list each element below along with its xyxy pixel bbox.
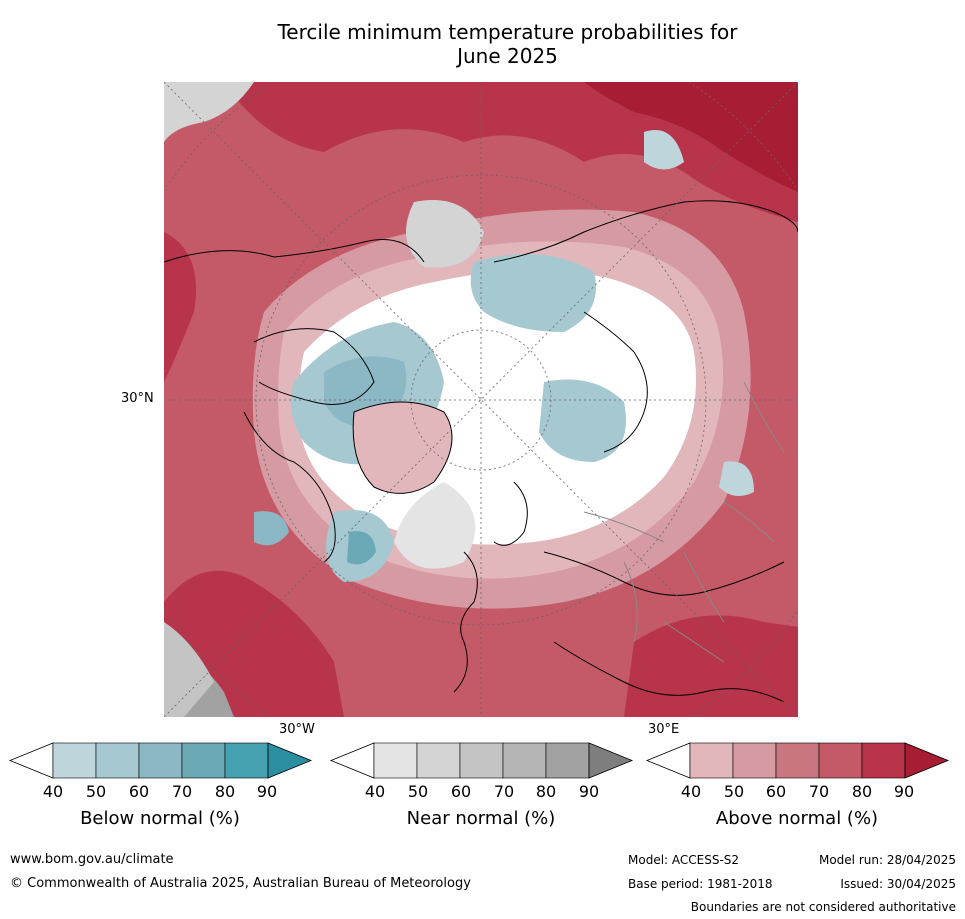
colorbar-below-normal-svg <box>8 742 313 779</box>
coastline-britain <box>453 551 478 693</box>
colorbar-segment <box>459 742 504 779</box>
colorbar-extend-low <box>645 742 691 779</box>
field-below-normal-atlantic-core <box>347 531 376 565</box>
longitude-label-east: 30°E <box>648 722 680 737</box>
footer-boundaries-note: Boundaries are not considered authoritat… <box>690 900 956 914</box>
colorbar-below-tick: 60 <box>128 782 150 801</box>
colorbar-above-tick: 80 <box>851 782 873 801</box>
colorbar-near-tick: 40 <box>364 782 386 801</box>
field-near-normal-patch-2 <box>394 482 476 569</box>
colorbar-segment <box>775 742 820 779</box>
field-near-normal-patch-sw-light <box>164 622 214 717</box>
colorbar-below-tick: 90 <box>256 782 278 801</box>
colorbar-segment <box>224 742 269 779</box>
colorbar-above-tick: 40 <box>680 782 702 801</box>
field-below-normal-siberia <box>470 254 596 332</box>
field-near-normal-patch-nw <box>164 82 254 142</box>
colorbar-segment <box>52 742 97 779</box>
colorbar-above-normal-svg <box>645 742 950 779</box>
coastline-europe <box>543 551 785 596</box>
chart-title: Tercile minimum temperature probabilitie… <box>0 20 965 68</box>
colorbar-above-normal <box>645 742 950 779</box>
colorbar-segment <box>181 742 226 779</box>
field-near-normal-patch-1 <box>406 200 484 268</box>
field-above-90-north <box>584 82 798 192</box>
colorbar-above-tick: 90 <box>893 782 915 801</box>
colorbar-segment <box>861 742 906 779</box>
colorbar-near-tick: 60 <box>450 782 472 801</box>
colorbar-below-tick: 80 <box>214 782 236 801</box>
colorbar-segment <box>818 742 863 779</box>
polar-map <box>164 82 798 717</box>
footer-issued: Issued: 30/04/2025 <box>840 877 956 891</box>
colorbar-extend-high <box>267 742 313 779</box>
colorbar-near-tick: 50 <box>407 782 429 801</box>
colorbar-below-tick: 70 <box>171 782 193 801</box>
footer-base-period: Base period: 1981-2018 <box>628 877 773 891</box>
footer-model: Model: ACCESS-S2 <box>628 853 740 867</box>
latitude-label: 30°N <box>121 391 154 406</box>
longitude-label-west: 30°W <box>279 722 315 737</box>
colorbar-near-normal-svg <box>329 742 634 779</box>
field-below-normal-east <box>719 461 754 496</box>
colorbar-segment <box>732 742 777 779</box>
colorbar-above-tick: 70 <box>808 782 830 801</box>
footer-copyright: © Commonwealth of Australia 2025, Austra… <box>10 876 471 891</box>
colorbar-extend-high <box>904 742 950 779</box>
footer-url: www.bom.gov.au/climate <box>10 852 174 867</box>
footer-model-run: Model run: 28/04/2025 <box>818 853 956 867</box>
field-below-normal-small <box>254 511 289 546</box>
colorbar-above-label: Above normal (%) <box>715 808 879 829</box>
colorbar-below-label: Below normal (%) <box>80 808 240 829</box>
field-below-normal-pacific <box>644 130 684 170</box>
colorbar-below-tick: 50 <box>85 782 107 801</box>
colorbar-segment <box>138 742 183 779</box>
colorbar-below-tick: 40 <box>42 782 64 801</box>
coastline-canada-arctic <box>253 328 375 405</box>
national-boundaries <box>583 381 785 663</box>
colorbar-near-normal <box>329 742 634 779</box>
colorbar-segment <box>502 742 547 779</box>
landmass-greenland <box>352 401 453 494</box>
colorbar-extend-high <box>588 742 634 779</box>
colorbar-segment <box>545 742 590 779</box>
colorbar-near-tick: 70 <box>493 782 515 801</box>
coastline-hudson <box>243 411 336 563</box>
colorbar-above-tick: 50 <box>723 782 745 801</box>
colorbar-above-tick: 60 <box>765 782 787 801</box>
colorbar-segment <box>689 742 734 779</box>
coastline-russia <box>583 311 648 453</box>
colorbar-near-tick: 80 <box>535 782 557 801</box>
colorbar-segment <box>416 742 461 779</box>
title-line-1: Tercile minimum temperature probabilitie… <box>277 20 738 44</box>
map-canvas <box>164 82 798 717</box>
colorbar-extend-low <box>329 742 375 779</box>
colorbar-segment <box>373 742 418 779</box>
coastline-scandinavia <box>493 481 528 546</box>
colorbar-near-tick: 90 <box>578 782 600 801</box>
colorbar-below-normal <box>8 742 313 779</box>
coastline-mediterranean <box>553 641 785 703</box>
field-above-80-west <box>164 232 196 382</box>
coastline-alaska <box>164 239 425 263</box>
title-line-2: June 2025 <box>457 44 558 68</box>
colorbar-extend-low <box>8 742 54 779</box>
colorbar-segment <box>95 742 140 779</box>
colorbar-near-label: Near normal (%) <box>406 808 556 829</box>
coastline-siberia <box>493 200 798 263</box>
